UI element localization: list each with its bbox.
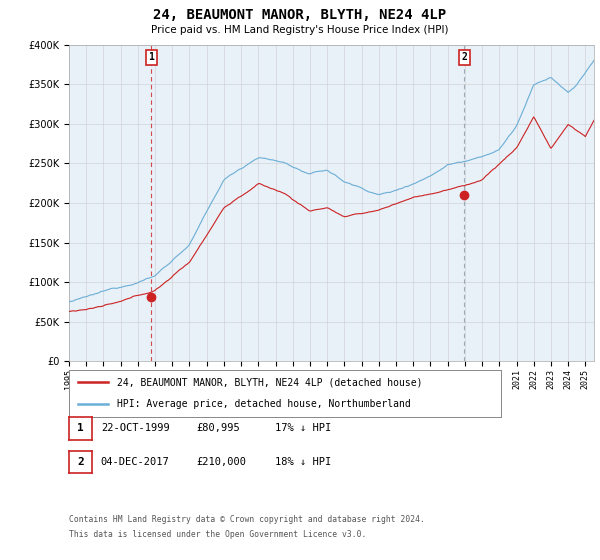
Text: 24, BEAUMONT MANOR, BLYTH, NE24 4LP (detached house): 24, BEAUMONT MANOR, BLYTH, NE24 4LP (det… bbox=[116, 377, 422, 388]
Text: 17% ↓ HPI: 17% ↓ HPI bbox=[275, 423, 331, 433]
Text: 24, BEAUMONT MANOR, BLYTH, NE24 4LP: 24, BEAUMONT MANOR, BLYTH, NE24 4LP bbox=[154, 8, 446, 22]
Text: 1: 1 bbox=[149, 53, 154, 63]
Text: 2: 2 bbox=[77, 457, 84, 467]
Text: 1: 1 bbox=[77, 423, 84, 433]
Text: This data is licensed under the Open Government Licence v3.0.: This data is licensed under the Open Gov… bbox=[69, 530, 367, 539]
Text: 18% ↓ HPI: 18% ↓ HPI bbox=[275, 457, 331, 467]
Text: 22-OCT-1999: 22-OCT-1999 bbox=[101, 423, 170, 433]
Text: £210,000: £210,000 bbox=[197, 457, 247, 467]
Text: 2: 2 bbox=[461, 53, 467, 63]
Text: £80,995: £80,995 bbox=[197, 423, 241, 433]
Text: Contains HM Land Registry data © Crown copyright and database right 2024.: Contains HM Land Registry data © Crown c… bbox=[69, 515, 425, 524]
Text: 04-DEC-2017: 04-DEC-2017 bbox=[101, 457, 170, 467]
Text: Price paid vs. HM Land Registry's House Price Index (HPI): Price paid vs. HM Land Registry's House … bbox=[151, 25, 449, 35]
Text: HPI: Average price, detached house, Northumberland: HPI: Average price, detached house, Nort… bbox=[116, 399, 410, 409]
